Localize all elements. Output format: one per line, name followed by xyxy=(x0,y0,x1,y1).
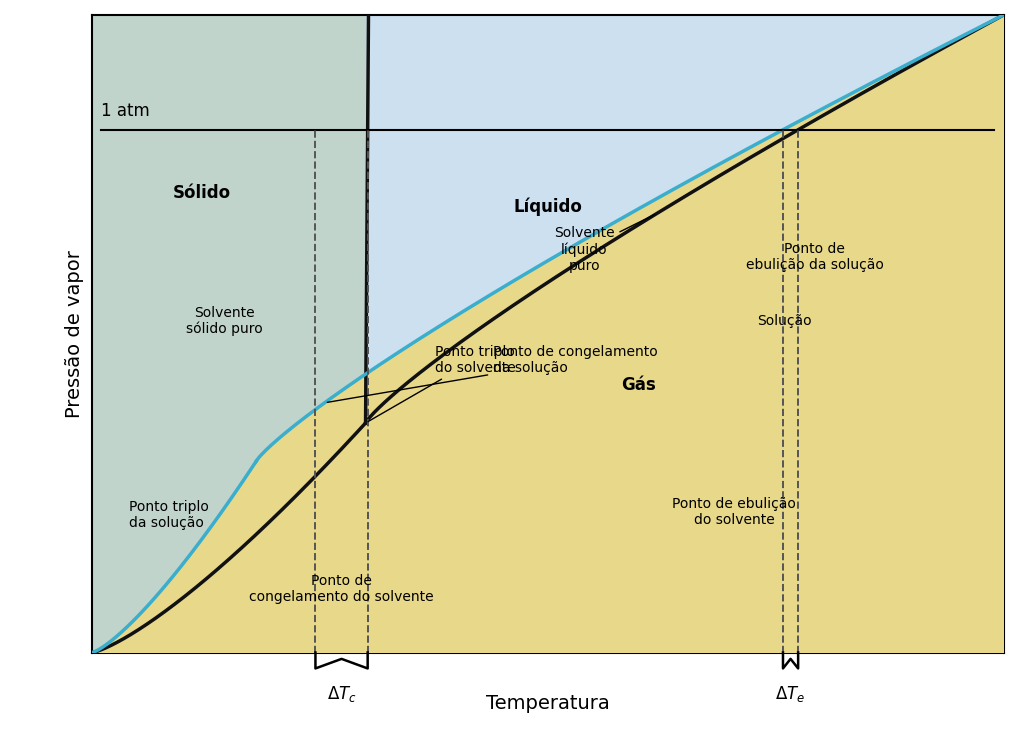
Text: $\Delta T_e$: $\Delta T_e$ xyxy=(775,684,806,704)
Text: Sólido: Sólido xyxy=(172,184,230,202)
Text: Ponto de
ebulição da solução: Ponto de ebulição da solução xyxy=(745,242,884,272)
Text: $\Delta T_c$: $\Delta T_c$ xyxy=(327,684,356,704)
Text: Ponto de ebulição
do solvente: Ponto de ebulição do solvente xyxy=(673,497,797,527)
Polygon shape xyxy=(92,15,1004,652)
Text: Ponto de
congelamento do solvente: Ponto de congelamento do solvente xyxy=(249,574,434,604)
X-axis label: Temperatura: Temperatura xyxy=(486,694,609,713)
Text: Ponto de congelamento
da solução: Ponto de congelamento da solução xyxy=(328,345,657,402)
Text: Ponto triplo
do solvente: Ponto triplo do solvente xyxy=(368,345,515,422)
Text: Gás: Gás xyxy=(622,376,656,394)
Text: Solvente
sólido puro: Solvente sólido puro xyxy=(186,305,263,337)
Polygon shape xyxy=(92,15,366,652)
Text: Solvente
líquido
puro: Solvente líquido puro xyxy=(554,214,654,273)
Polygon shape xyxy=(92,461,256,652)
Text: Ponto triplo
da solução: Ponto triplo da solução xyxy=(129,500,209,530)
Y-axis label: Pressão de vapor: Pressão de vapor xyxy=(65,250,84,418)
Text: Líquido: Líquido xyxy=(513,197,583,215)
Text: 1 atm: 1 atm xyxy=(101,102,151,120)
Text: Solução: Solução xyxy=(758,314,812,328)
